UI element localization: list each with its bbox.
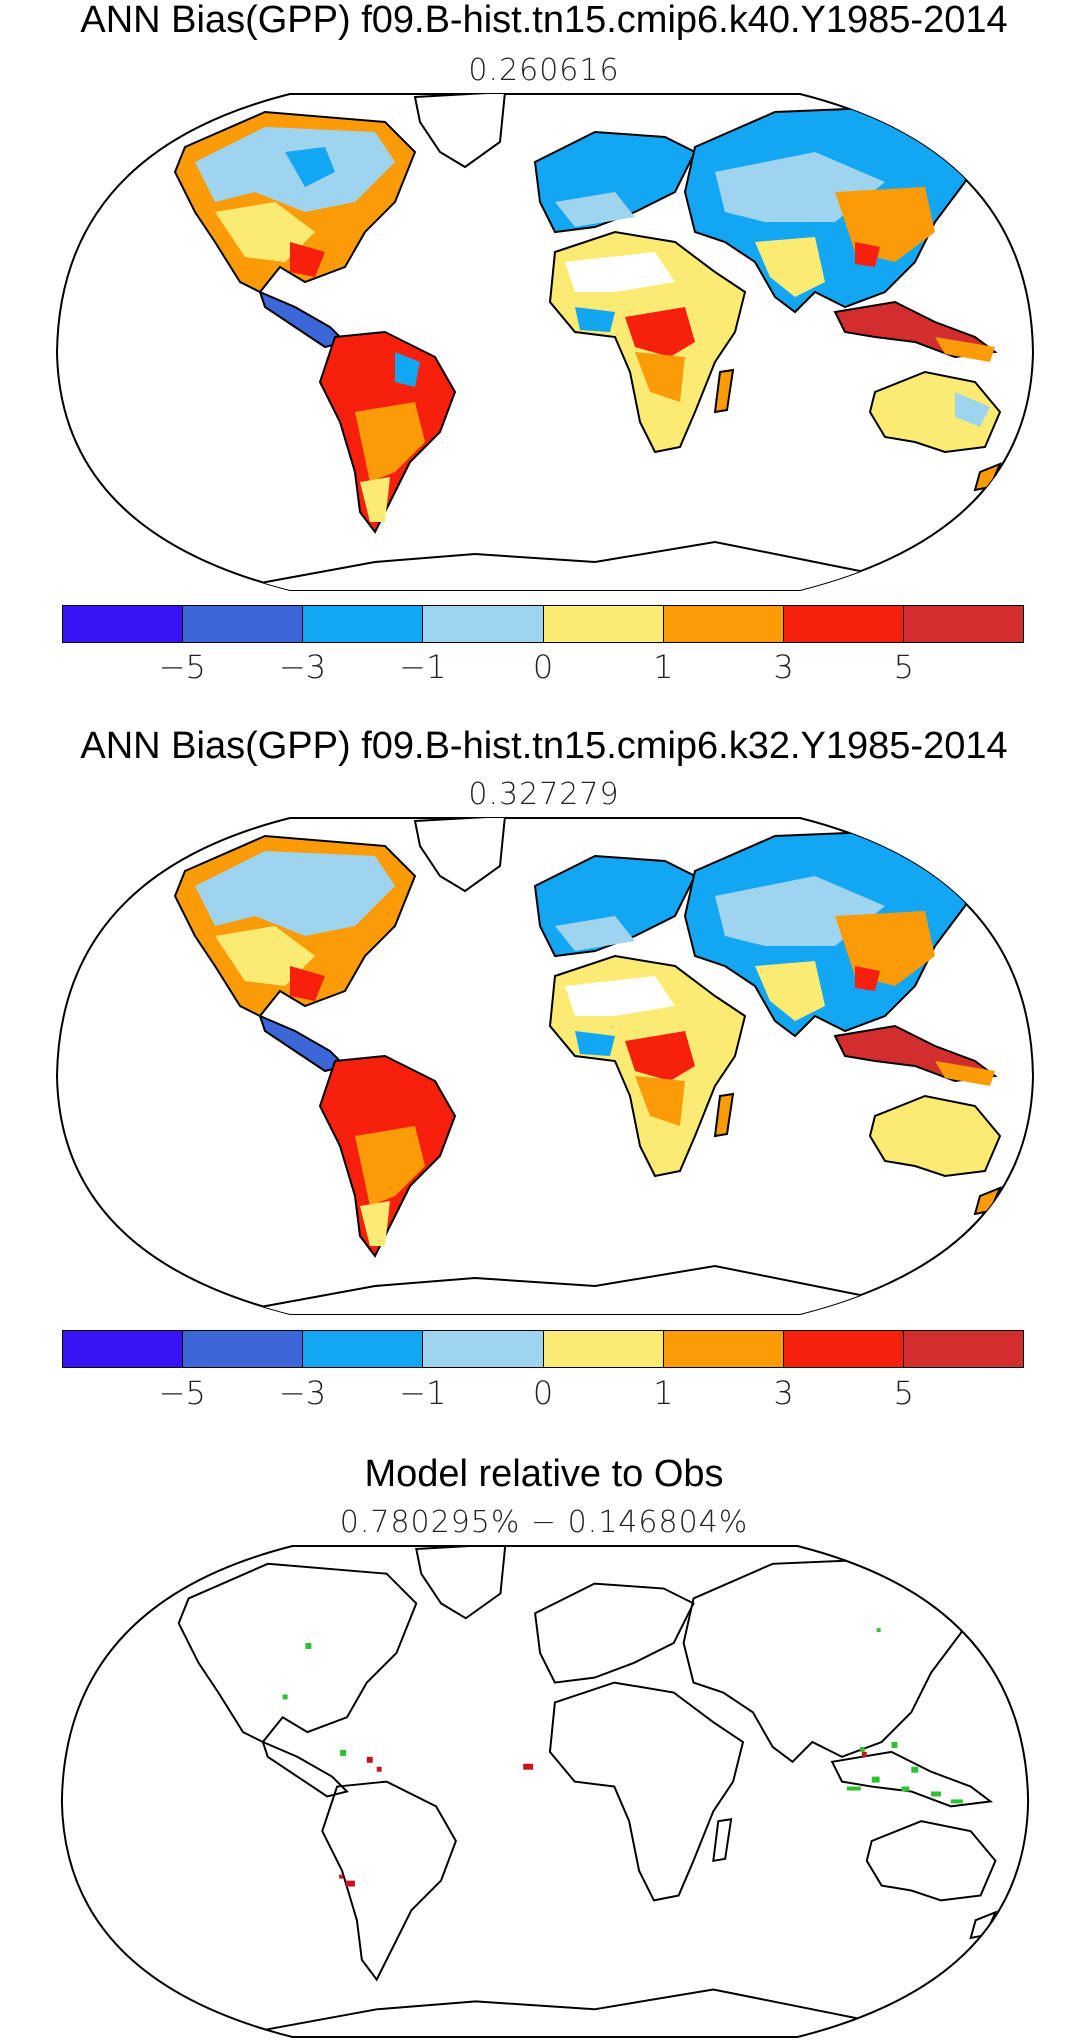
greenland: [413, 94, 507, 169]
colorbar-segment: [783, 1331, 904, 1367]
colorbar-segment: [783, 606, 904, 642]
colorbar-segment: [423, 606, 544, 642]
colorbar-ticks: −5 −3 −1 0 1 3 5: [62, 648, 1024, 688]
colorbar-segment: [543, 1331, 664, 1367]
colorbar-tick-label: −5: [158, 1374, 206, 1412]
colorbar-segment: [303, 606, 424, 642]
colorbar-segment: [543, 606, 664, 642]
madagascar: [712, 1818, 733, 1862]
colorbar-segment: [423, 1331, 544, 1367]
global-mean-value: 0.260616: [468, 53, 620, 88]
greenland: [413, 818, 507, 893]
colorbar-tick-label: 5: [893, 1374, 914, 1412]
global-mean-value: 0.327279: [468, 777, 620, 812]
antarctica: [234, 540, 956, 590]
central-america: [261, 1740, 349, 1798]
colorbar-segment: [903, 606, 1023, 642]
colorbar-segment: [183, 1331, 304, 1367]
bias-map-k40: [55, 93, 1035, 591]
bias-map-k32: [55, 817, 1035, 1315]
madagascar: [713, 1092, 735, 1138]
colorbar-tick-label: 5: [893, 648, 914, 686]
madagascar: [713, 368, 735, 414]
colorbar-segment: [663, 1331, 784, 1367]
australia: [865, 1820, 997, 1902]
colorbar-segment: [63, 606, 184, 642]
antarctica: [234, 1264, 956, 1314]
colorbar-segment: [903, 1331, 1023, 1367]
africa: [548, 1681, 745, 1902]
colorbar-tick-label: 1: [653, 648, 674, 686]
colorbar-ticks: −5 −3 −1 0 1 3 5: [62, 1374, 1024, 1414]
colorbar-tick-label: −5: [158, 648, 206, 686]
panel-title: ANN Bias(GPP) f09.B-hist.tn15.cmip6.k32.…: [80, 725, 1008, 767]
colorbar-tick-label: −3: [278, 1374, 327, 1412]
panel-title: ANN Bias(GPP) f09.B-hist.tn15.cmip6.k40.…: [80, 0, 1008, 41]
colorbar-tick-label: 0: [532, 648, 554, 686]
better-cells: [282, 1628, 963, 1804]
colorbar-tick-label: 0: [532, 1374, 554, 1412]
south-america: [321, 1780, 457, 1982]
colorbar-tick-label: 1: [653, 1374, 674, 1412]
colorbar-tick-label: 3: [773, 648, 794, 686]
relative-values: 0.780295% − 0.146804%: [339, 1505, 749, 1540]
europe: [534, 1582, 695, 1684]
colorbar-tick-label: 3: [773, 1374, 794, 1412]
panel-title: Model relative to Obs: [364, 1453, 724, 1495]
antarctica: [237, 1988, 952, 2038]
colorbar-segment: [303, 1331, 424, 1367]
worse-cells: [339, 1751, 867, 1887]
north-america: [177, 1562, 418, 1744]
colorbar-segment: [663, 606, 784, 642]
greenland: [415, 1545, 507, 1620]
colorbar-tick-label: −3: [278, 648, 327, 686]
map-frame: [60, 1544, 1030, 2039]
colorbar-segment: [183, 606, 304, 642]
colorbar: [62, 605, 1024, 643]
colorbar-segment: [63, 1331, 184, 1367]
maritime-continent: [830, 1750, 994, 1808]
australia: [868, 1094, 1002, 1178]
colorbar-tick-label: −1: [399, 1374, 447, 1412]
relative-map: [60, 1544, 1030, 2039]
colorbar: [62, 1330, 1024, 1368]
australia: [868, 370, 1002, 454]
colorbar-tick-label: −1: [399, 648, 447, 686]
